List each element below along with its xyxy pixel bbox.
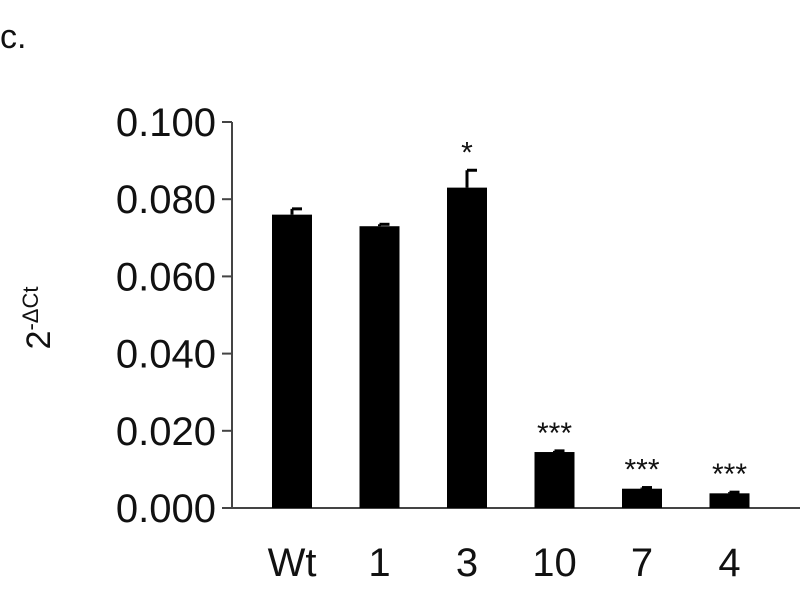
y-tick-label: 0.100 (116, 101, 216, 145)
x-tick-label: 1 (368, 541, 390, 585)
axes (231, 122, 800, 509)
bar (359, 226, 400, 508)
y-axis-label-superscript: -ΔCt (18, 287, 43, 331)
y-tick-label: 0.040 (116, 333, 216, 377)
y-axis-label: 2-ΔCt (18, 287, 58, 350)
x-tick-label: 7 (631, 541, 653, 585)
significance-marker: * (461, 136, 473, 169)
x-tick-labels: Wt 1 3 10 7 4 (268, 541, 741, 585)
x-tick-label: 4 (718, 541, 740, 585)
y-tick-label: 0.000 (116, 487, 216, 531)
x-tick-label: 10 (532, 541, 577, 585)
bar (622, 488, 662, 508)
bar (709, 493, 750, 508)
y-tick-label: 0.080 (116, 178, 216, 222)
significance-marker: *** (624, 454, 659, 487)
y-axis-label-base: 2 (20, 331, 58, 350)
bar (447, 187, 487, 508)
x-tick-label: 3 (456, 541, 478, 585)
bars: ******* *** (272, 136, 750, 508)
significance-marker: *** (537, 417, 572, 450)
y-tick-label: 0.020 (116, 410, 216, 454)
y-tick-label: 0.060 (116, 255, 216, 299)
x-tick-label: Wt (268, 541, 317, 585)
bar (272, 214, 312, 508)
panel-label: c. (0, 18, 26, 56)
significance-marker: *** (712, 458, 747, 491)
bar (534, 452, 575, 508)
y-ticks: 0.000 0.020 0.040 0.060 0.080 0.100 (116, 101, 232, 531)
